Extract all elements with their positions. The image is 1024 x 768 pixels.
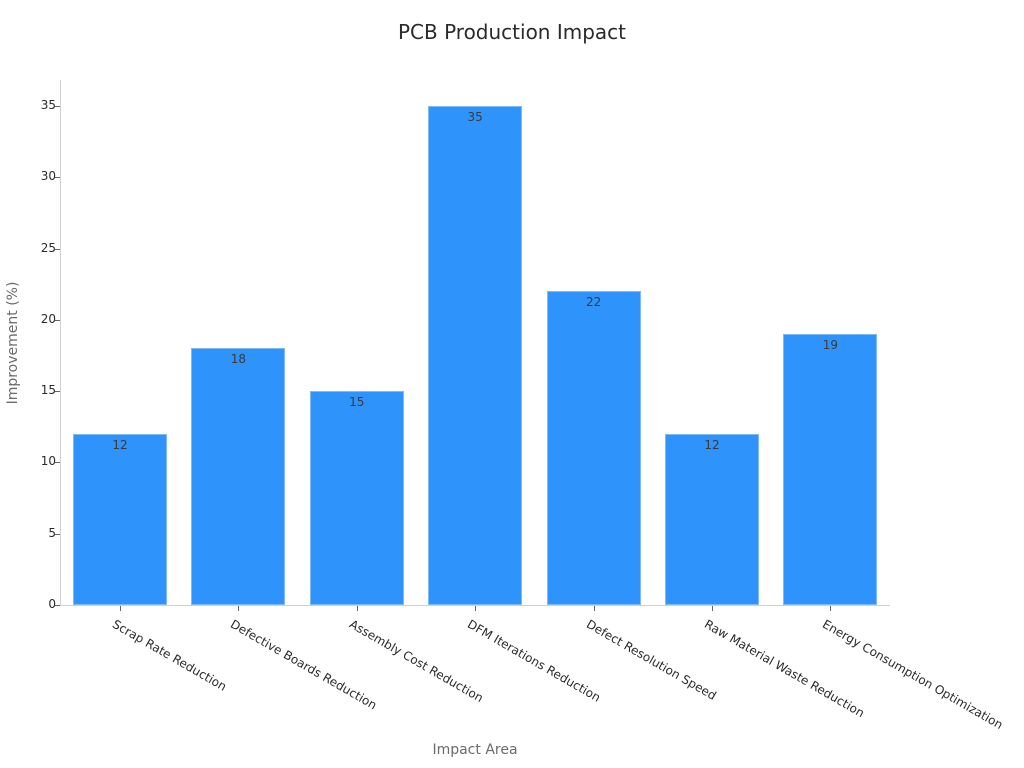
y-tick-label: 10 — [40, 454, 56, 469]
x-tick-mark — [593, 606, 595, 611]
bar-value-label: 12 — [704, 437, 720, 452]
bar-value-label: 18 — [230, 352, 247, 367]
x-axis-line — [60, 605, 890, 606]
x-tick-mark — [712, 606, 713, 611]
y-tick-mark — [55, 248, 60, 250]
x-tick-label: Defect Resolution Speed — [583, 617, 719, 703]
y-axis-line — [60, 80, 61, 606]
bar: 19 — [783, 334, 878, 605]
bar-value-label: 22 — [585, 295, 602, 310]
x-tick-label: Assembly Cost Reduction — [346, 617, 486, 706]
bar: 12 — [665, 433, 759, 605]
bar-value-label: 15 — [349, 395, 365, 410]
x-tick-label: Scrap Rate Reduction — [110, 617, 229, 694]
bar: 18 — [191, 348, 286, 605]
y-tick-mark — [55, 319, 60, 321]
y-tick-mark — [55, 533, 60, 535]
x-tick-mark — [830, 606, 832, 611]
bar-value-label: 35 — [467, 110, 483, 124]
x-tick-mark — [238, 606, 240, 611]
y-tick-mark — [55, 106, 60, 107]
y-tick-mark — [55, 177, 60, 179]
x-tick-mark — [120, 606, 121, 611]
y-tick-mark — [55, 391, 60, 393]
y-tick-label: 15 — [40, 383, 56, 398]
y-tick-label: 35 — [40, 98, 56, 112]
x-tick-mark — [356, 606, 358, 611]
bar: 15 — [309, 391, 404, 605]
bar: 22 — [546, 291, 641, 605]
y-tick-label: 5 — [48, 525, 56, 540]
bar: 35 — [428, 106, 523, 605]
bar-value-label: 19 — [822, 338, 839, 353]
y-tick-mark — [55, 462, 60, 464]
x-tick-label: Energy Consumption Optimization — [820, 617, 1006, 733]
y-tick-label: 0 — [48, 597, 56, 611]
x-tick-mark — [475, 606, 477, 611]
bar-value-label: 12 — [112, 437, 128, 452]
y-tick-mark — [55, 605, 60, 606]
y-tick-label: 20 — [40, 311, 56, 326]
y-tick-label: 30 — [40, 169, 56, 184]
x-tick-label: DFM Iterations Reduction — [465, 617, 604, 705]
y-tick-label: 25 — [40, 240, 56, 255]
chart-title: PCB Production Impact — [397, 20, 627, 44]
bar: 12 — [73, 433, 167, 605]
x-axis-label: Impact Area — [432, 742, 518, 758]
